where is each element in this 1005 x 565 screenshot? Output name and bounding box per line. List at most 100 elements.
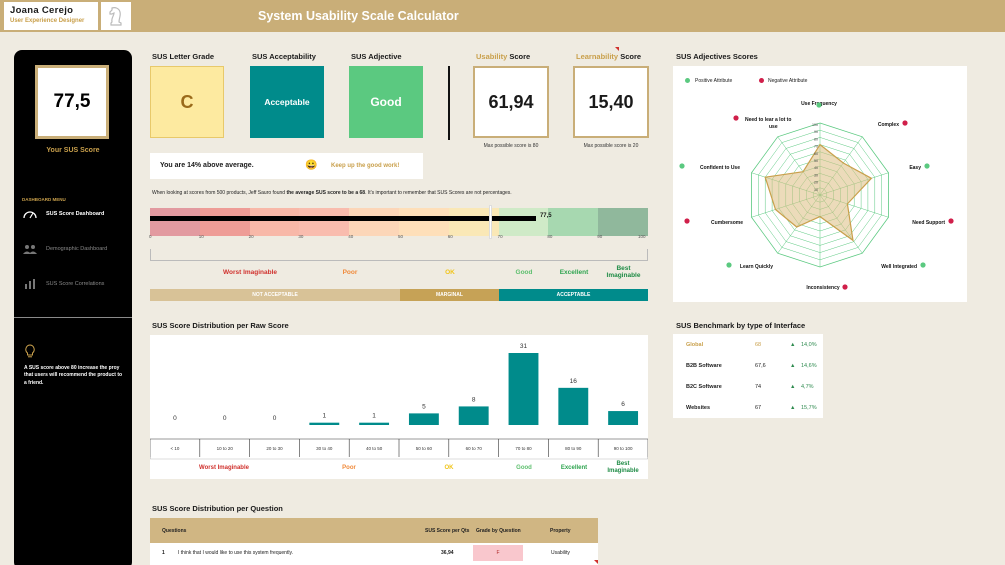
radar-ring-label: 20	[814, 181, 818, 185]
radar-panel: Positive Attribute Negative Attribute 10…	[673, 66, 967, 302]
scale-label: Excellent	[559, 269, 589, 276]
scale-tick: 70	[497, 234, 503, 239]
distribution-bar-label: 16	[570, 378, 578, 385]
radar-axis-label: Inconsistency	[806, 285, 840, 291]
radar-title: SUS Adjectives Scores	[676, 52, 758, 61]
benchmark-name: Websites	[686, 405, 711, 411]
benchmark-row: Global 68 ▲ 14,0%	[673, 342, 823, 356]
benchmark-score: 68	[755, 342, 762, 348]
scale-band	[598, 208, 648, 236]
scale-tick: 0	[149, 234, 152, 239]
scale-bracket	[150, 249, 648, 261]
smile-icon: 😀	[305, 160, 318, 171]
benchmark-delta: 15,7%	[801, 405, 817, 411]
app-title: System Usability Scale Calculator	[258, 9, 459, 23]
distribution-category-label: 30 to 40	[316, 446, 333, 451]
acceptability-bands: NOT ACCEPTABLE MARGINAL ACCEPTABLE	[150, 289, 648, 301]
question-row: 1 I think that I would like to use this …	[150, 543, 598, 565]
distribution-bar-label: 31	[520, 343, 528, 350]
benchmark-row: B2B Software 67,6 ▲ 14,6%	[673, 363, 823, 377]
distribution-bar	[608, 411, 639, 425]
scale-band	[299, 208, 350, 236]
profile-name: Joana Cerejo	[10, 5, 74, 16]
above-average-text: You are 14% above average.	[160, 162, 254, 169]
distribution-chart: 0 0 0 1 1 5 8 31 16 6 < 10 10 to 20 20 to 30 30 to 40…	[150, 343, 648, 474]
negative-attribute-dot	[948, 218, 954, 224]
radar-ring-label: 80	[814, 137, 818, 141]
radar-ring-label: 40	[814, 166, 818, 170]
questions-table-header: Questions SUS Score per Qts Grade by Que…	[150, 518, 598, 543]
scale-label: Good	[515, 269, 533, 276]
scale-tick: 100	[638, 234, 646, 239]
profile-role: User Experience Designer	[10, 18, 85, 24]
scale-tick: 40	[348, 234, 354, 239]
col-property: Property	[550, 528, 571, 534]
radar-ring-label: 30	[814, 173, 818, 177]
positive-attribute-dot	[679, 163, 685, 169]
scale-tick: 60	[447, 234, 453, 239]
menu-item-demographic-dashboard[interactable]: Demographic Dashboard	[22, 243, 107, 255]
benchmark-name: Global	[686, 342, 704, 348]
menu-item-sus-score-dashboard[interactable]: SUS Score Dashboard	[22, 208, 104, 220]
scale-band	[349, 208, 399, 236]
acceptability-card: Acceptable	[250, 66, 324, 138]
usability-score-value: 61,94	[473, 66, 549, 138]
distribution-category-label: 40 to 50	[366, 446, 383, 451]
distribution-category-label: 90 to 100	[614, 446, 633, 451]
users-icon	[22, 243, 38, 255]
scale-band	[199, 208, 250, 236]
distribution-scale-label: Poor	[342, 465, 356, 471]
benchmark-row: B2C Software 74 ▲ 4,7%	[673, 384, 823, 398]
radar-ring-label: 90	[814, 130, 818, 134]
benchmark-delta: 14,0%	[801, 342, 817, 348]
benchmark-score: 67,6	[755, 363, 766, 369]
radar-ring-label: 100	[812, 123, 818, 127]
question-text: I think that I would like to use this sy…	[178, 550, 293, 556]
sus-score-label: Your SUS Score	[46, 147, 100, 154]
questions-title: SUS Score Distribution per Question	[152, 504, 283, 513]
learnability-max-label: Max possible score is 20	[583, 143, 639, 149]
distribution-scale-label: Good	[516, 465, 532, 471]
letter-grade-card: C	[150, 66, 224, 138]
radar-axis-label: Well Integrated	[881, 264, 917, 270]
benchmark-delta: 14,6%	[801, 363, 817, 369]
scale-label: Poor	[342, 269, 358, 276]
bar-chart-icon	[22, 278, 38, 290]
radar-series	[764, 143, 873, 242]
benchmark-table: Global 68 ▲ 14,0% B2B Software 67,6 ▲ 14,6% B2C …	[673, 334, 823, 418]
scale-tick: 80	[547, 234, 553, 239]
scale-band	[249, 208, 300, 236]
above-average-banner: You are 14% above average. 😀 Keep up the…	[150, 153, 423, 179]
letter-grade-title: SUS Letter Grade	[152, 52, 215, 61]
distribution-scale-label: OK	[445, 465, 455, 471]
learnability-score-title: Learnability Score	[576, 52, 642, 61]
radar-axis-label: Confident to Use	[700, 165, 740, 171]
menu-item-sus-score-correlations[interactable]: SUS Score Correlations	[22, 278, 104, 290]
distribution-category-label: < 10	[170, 446, 179, 451]
scale-tick: 30	[298, 234, 304, 239]
positive-attribute-dot	[924, 163, 930, 169]
kpi-divider	[448, 66, 450, 140]
benchmark-score: 67	[755, 405, 762, 411]
scale-ticks: 0 10 20 30 40 50 60 70 80 90 100	[149, 234, 648, 242]
distribution-bar	[508, 353, 539, 425]
radar-ring-label: 50	[814, 159, 818, 163]
distribution-category-label: 20 to 30	[266, 446, 283, 451]
distribution-category-label: 80 to 90	[565, 446, 582, 451]
sus-tip: A SUS score above 80 increase the proy t…	[24, 365, 123, 386]
benchmark-name: B2B Software	[686, 363, 722, 369]
score-bar	[150, 216, 536, 221]
legend-negative-dot	[759, 78, 764, 83]
distribution-bar	[359, 422, 390, 425]
profile-card: Joana Cerejo User Experience Designer	[4, 2, 98, 30]
distribution-bar-label: 1	[372, 413, 376, 420]
distribution-category-label: 10 to 20	[217, 446, 234, 451]
distribution-category-label: 60 to 70	[466, 446, 483, 451]
distribution-title: SUS Score Distribution per Raw Score	[152, 321, 289, 330]
positive-attribute-dot	[726, 262, 732, 268]
up-arrow-icon: ▲	[790, 384, 796, 390]
comment-marker	[615, 47, 619, 51]
distribution-category-label: 50 to 60	[416, 446, 433, 451]
scale-label: Best Imaginable	[606, 265, 641, 280]
